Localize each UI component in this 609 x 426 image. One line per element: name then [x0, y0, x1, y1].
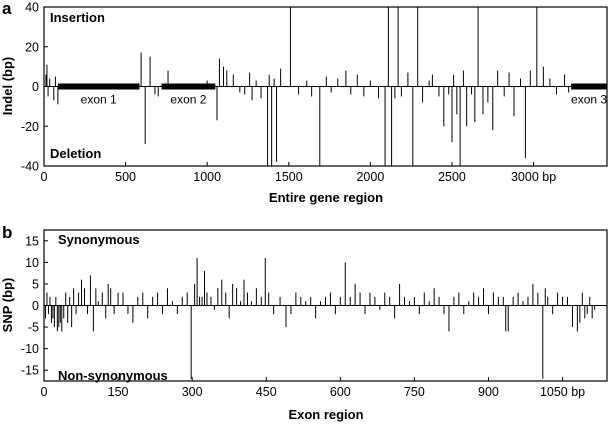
snp-panel: b Synonymous Non-synonymous SNP (bp) Exo…: [0, 223, 608, 422]
indel-x-axis-label: Entire gene region: [269, 190, 383, 205]
exon-label: exon 3: [571, 93, 607, 107]
snp-tick-group: 0 150 300 450 600 750 900 1050 bp -15 -10 -5 0 5 10 15: [21, 234, 585, 399]
y-tick-label: 5: [32, 277, 39, 291]
snp-x-axis-label: Exon region: [288, 407, 363, 422]
y-tick-label: -10: [21, 342, 39, 356]
x-tick-label: 500: [115, 170, 136, 184]
y-tick-label: 0: [32, 299, 39, 313]
indel-panel-letter: a: [2, 0, 12, 18]
indel-tick-group: 0 500 1000 1500 2000 2500 3000 bp -40 -20 0 20 40: [21, 1, 556, 185]
snp-bottom-annotation: Non-synonymous: [58, 368, 168, 383]
x-tick-label: 1050 bp: [540, 385, 585, 399]
x-tick-label: 300: [182, 385, 203, 399]
x-tick-label: 2000: [356, 170, 384, 184]
x-tick-label: 750: [404, 385, 425, 399]
snp-y-axis-label: SNP (bp): [0, 278, 15, 333]
y-tick-label: -20: [21, 120, 39, 134]
x-tick-label: 0: [41, 385, 48, 399]
exon-label: exon 2: [170, 93, 206, 107]
indel-bottom-annotation: Deletion: [50, 146, 101, 161]
x-tick-label: 600: [330, 385, 351, 399]
indel-panel: a Insertion Deletion Indel (bp) Entire g…: [0, 0, 608, 205]
x-tick-label: 2500: [438, 170, 466, 184]
x-tick-label: 450: [256, 385, 277, 399]
snp-panel-letter: b: [2, 223, 12, 242]
y-tick-label: 40: [25, 1, 39, 15]
snp-top-annotation: Synonymous: [58, 232, 140, 247]
y-tick-label: 0: [32, 80, 39, 94]
y-tick-label: -5: [28, 321, 39, 335]
x-tick-label: 1500: [275, 170, 303, 184]
y-tick-label: 10: [25, 256, 39, 270]
indel-y-axis-label: Indel (bp): [0, 57, 15, 116]
indel-top-annotation: Insertion: [50, 10, 105, 25]
exon-label: exon 1: [81, 93, 117, 107]
y-tick-label: -15: [21, 364, 39, 378]
snp-bar-group: [44, 258, 607, 379]
x-tick-label: 900: [478, 385, 499, 399]
y-tick-label: 20: [25, 40, 39, 54]
indel-bar-group: [44, 7, 607, 166]
y-tick-label: 15: [25, 234, 39, 248]
x-tick-label: 3000 bp: [511, 170, 556, 184]
y-tick-label: -40: [21, 160, 39, 174]
x-tick-label: 0: [41, 170, 48, 184]
x-tick-label: 150: [108, 385, 129, 399]
x-tick-label: 1000: [193, 170, 221, 184]
